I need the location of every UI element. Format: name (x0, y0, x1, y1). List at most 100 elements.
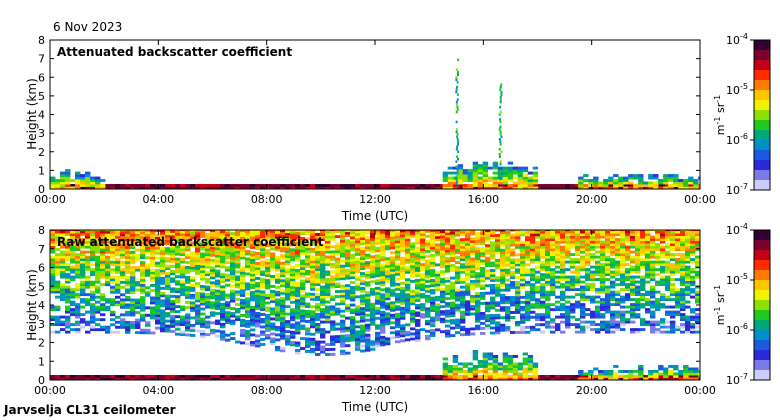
data-cell (570, 323, 576, 327)
data-cell (210, 238, 216, 242)
data-cell (525, 230, 531, 234)
data-cell (175, 235, 181, 239)
data-cell (445, 239, 451, 243)
data-cell (90, 298, 96, 302)
data-cell (370, 280, 376, 284)
data-cell (170, 299, 176, 303)
data-cell (360, 252, 366, 255)
data-cell (570, 245, 576, 249)
data-cell (570, 184, 576, 187)
data-cell (470, 282, 476, 286)
data-cell (515, 230, 521, 232)
data-cell (480, 291, 486, 295)
data-cell (527, 181, 534, 185)
data-cell (495, 331, 501, 335)
data-cell (495, 230, 501, 232)
data-cell (475, 267, 481, 271)
data-cell (625, 285, 631, 289)
data-cell (280, 346, 286, 350)
data-cell (635, 258, 641, 262)
data-cell (100, 270, 106, 274)
data-cell (545, 258, 551, 262)
data-cell (420, 263, 426, 267)
data-cell (175, 267, 181, 271)
data-cell (385, 302, 391, 306)
data-cell (155, 284, 161, 288)
data-cell (480, 311, 486, 315)
data-cell (695, 318, 700, 322)
data-cell (500, 251, 506, 255)
data-cell (315, 250, 321, 254)
data-cell (330, 347, 336, 351)
data-cell (235, 310, 241, 314)
data-cell (290, 235, 296, 239)
data-cell (345, 291, 351, 295)
data-cell (345, 249, 351, 253)
data-cell (670, 230, 676, 232)
data-cell (670, 283, 676, 287)
data-cell (85, 278, 91, 282)
data-cell (315, 235, 321, 239)
data-cell (585, 240, 591, 244)
data-cell (685, 280, 691, 284)
data-cell (165, 329, 171, 333)
data-cell (230, 269, 236, 273)
data-cell (245, 284, 251, 288)
data-cell (499, 120, 502, 124)
data-cell (240, 281, 246, 285)
data-cell (195, 269, 201, 273)
data-cell (160, 259, 166, 263)
data-cell (305, 186, 311, 189)
data-cell (698, 184, 700, 187)
data-cell (440, 235, 446, 239)
data-cell (210, 253, 216, 257)
data-cell (215, 294, 221, 298)
data-cell (165, 247, 171, 251)
data-cell (680, 313, 686, 317)
data-cell (522, 166, 529, 170)
data-cell (375, 324, 381, 328)
data-cell (55, 273, 61, 277)
data-cell (600, 258, 606, 262)
data-cell (350, 230, 356, 232)
data-cell (390, 233, 396, 237)
data-cell (670, 285, 676, 289)
data-cell (380, 245, 386, 249)
data-cell (385, 312, 391, 316)
data-cell (180, 293, 186, 296)
data-cell (190, 283, 196, 287)
data-cell (380, 313, 386, 317)
data-cell (603, 181, 609, 185)
data-cell (85, 330, 91, 334)
data-cell (300, 244, 306, 248)
data-cell (250, 268, 256, 272)
data-cell (250, 343, 256, 347)
data-cell (452, 181, 459, 185)
data-cell (442, 179, 449, 182)
data-cell (425, 242, 431, 246)
data-cell (150, 311, 156, 315)
data-cell (380, 243, 386, 247)
data-cell (315, 313, 321, 316)
data-cell (545, 255, 551, 259)
data-cell (405, 310, 411, 314)
x-tick-label: 04:00 (142, 193, 174, 206)
data-cell (160, 304, 166, 308)
data-cell (170, 304, 176, 308)
data-cell (130, 256, 136, 259)
data-cell (275, 184, 281, 187)
data-cell (245, 314, 251, 318)
data-cell (190, 241, 196, 245)
data-cell (185, 291, 191, 294)
data-cell (85, 323, 91, 327)
data-cell (240, 231, 246, 235)
data-cell (205, 260, 211, 264)
data-cell (400, 230, 406, 233)
data-cell (630, 243, 636, 247)
data-cell (590, 323, 596, 327)
data-cell (200, 260, 206, 263)
data-cell (335, 312, 341, 316)
data-cell (365, 243, 371, 247)
data-cell (540, 250, 546, 254)
data-cell (205, 238, 211, 242)
